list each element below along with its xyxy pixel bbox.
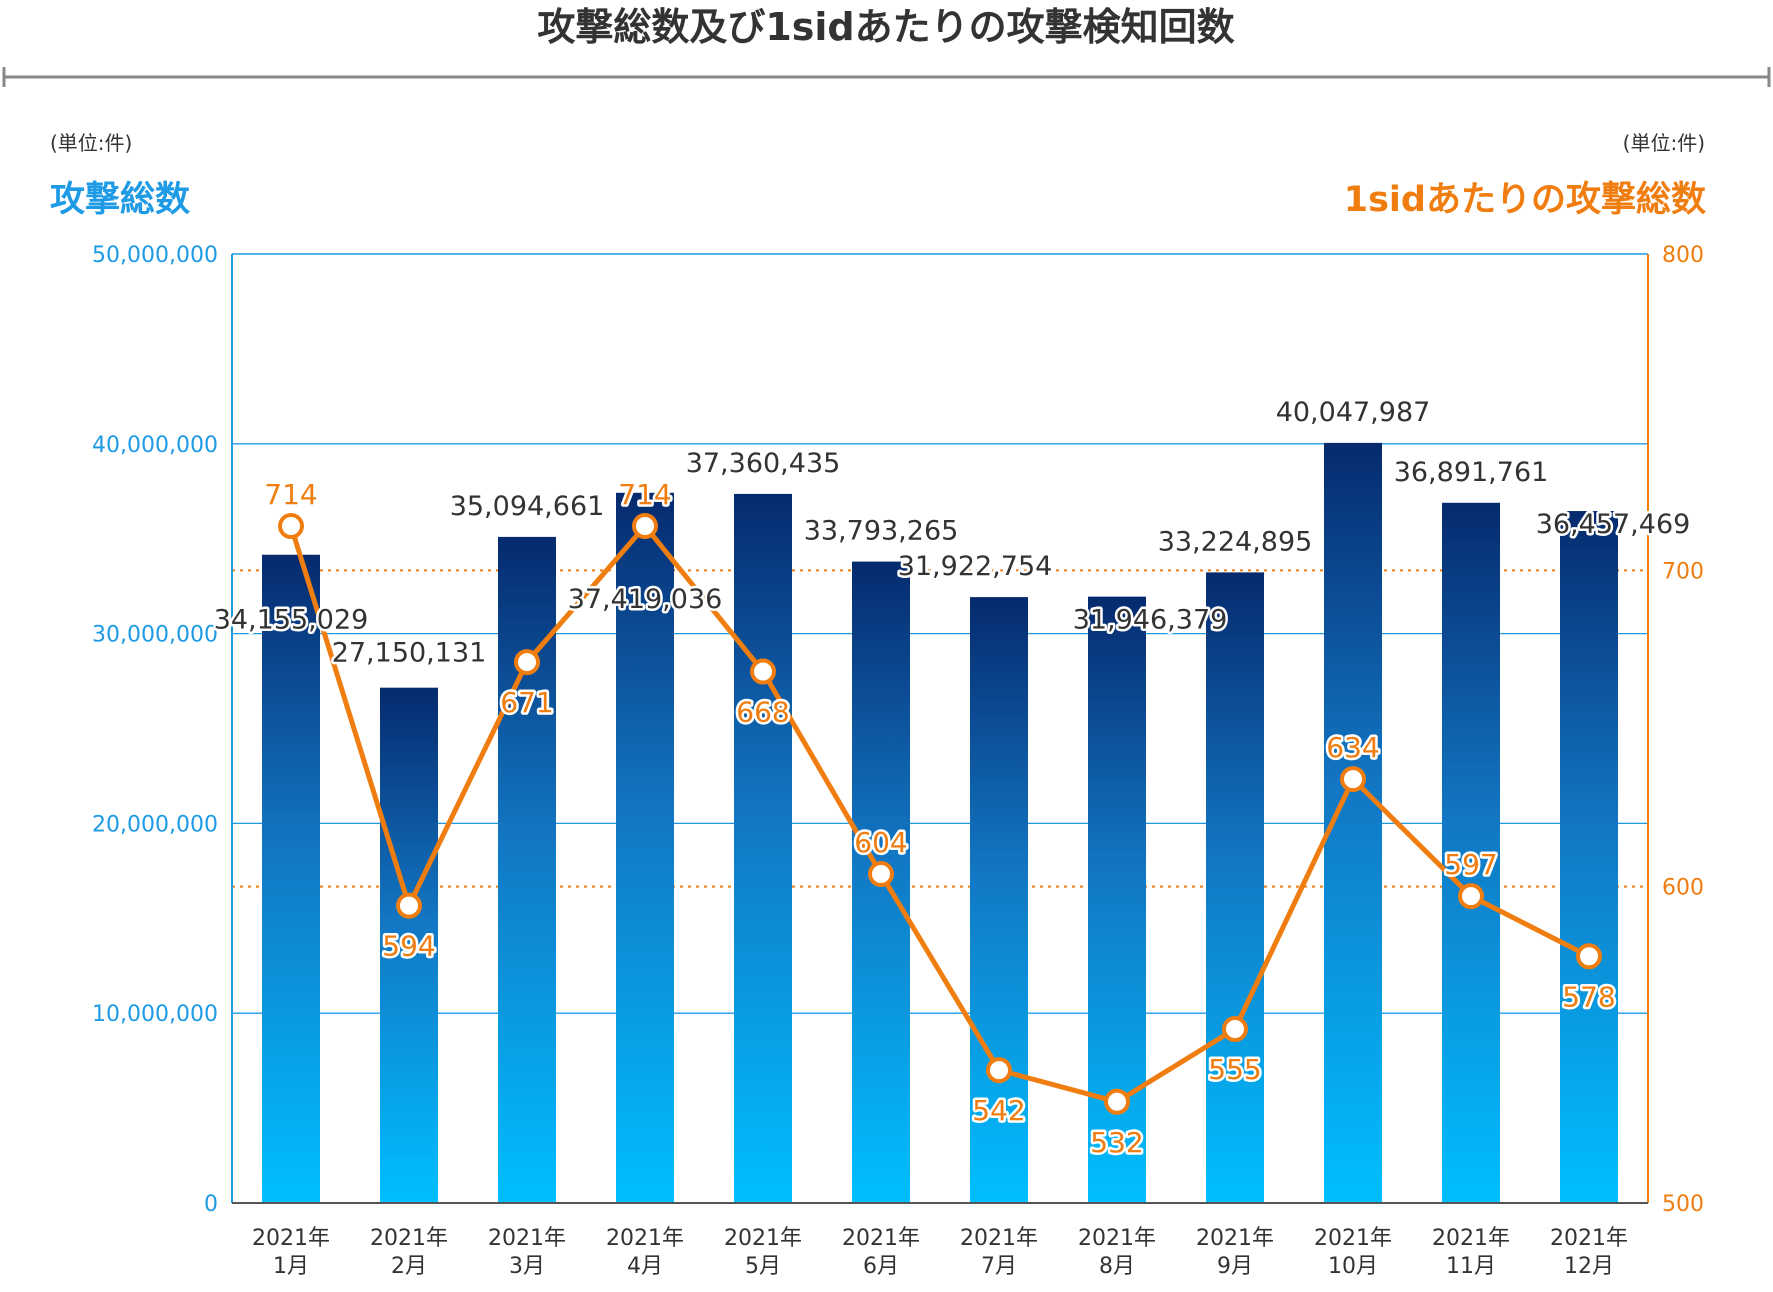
x-tick-label-month: 5月 (745, 1254, 781, 1279)
left-tick-label: 50,000,000 (92, 243, 218, 268)
line-point (868, 861, 894, 888)
x-tick-label-year: 2021年 (842, 1226, 920, 1251)
line-point (632, 513, 658, 540)
bar-value-label: 40,047,987 (1276, 397, 1431, 428)
bar-value-label: 33,224,895 (1158, 526, 1313, 557)
line-point (1340, 766, 1366, 793)
right-tick-label: 700 (1662, 559, 1704, 584)
x-tick-label-year: 2021年 (370, 1226, 448, 1251)
bar (262, 554, 320, 1203)
x-tick-label-month: 7月 (981, 1254, 1017, 1279)
bar (1560, 511, 1618, 1203)
bar (1206, 572, 1264, 1203)
bar (970, 597, 1028, 1203)
chart-title: 攻撃総数及び1sidあたりの攻撃検知回数 (537, 5, 1234, 49)
x-tick-label-year: 2021年 (1078, 1226, 1156, 1251)
line-point (750, 658, 776, 685)
x-tick-label-month: 2月 (391, 1254, 427, 1279)
x-tick-label-month: 4月 (627, 1254, 663, 1279)
bar-value-label: 27,150,131 (332, 638, 487, 669)
line-value-label: 578 (1562, 980, 1615, 1013)
bar-value-label: 33,793,265 (804, 516, 959, 547)
x-tick-label-year: 2021年 (1314, 1226, 1392, 1251)
bar-value-label: 36,891,761 (1394, 457, 1549, 488)
line-point (1104, 1088, 1130, 1115)
line-series (278, 513, 1602, 1115)
x-tick-label-year: 2021年 (1550, 1226, 1628, 1251)
grid (232, 443, 1648, 1014)
x-tick-label-month: 1月 (273, 1254, 309, 1279)
bar (734, 493, 792, 1204)
axes: 0 10,000,000 20,000,000 30,000,000 40,000,00… (92, 243, 1704, 1217)
bar (616, 492, 674, 1203)
line-value-label: 634 (1326, 731, 1379, 764)
bar-value-label: 37,419,036 (568, 584, 723, 615)
x-tick-label-year: 2021年 (252, 1226, 330, 1251)
left-tick-label: 0 (204, 1192, 218, 1217)
bar-value-label: 35,094,661 (450, 491, 605, 522)
x-tick-label-year: 2021年 (488, 1226, 566, 1251)
line-point (278, 513, 304, 540)
line-point (1576, 943, 1602, 970)
line-value-label: 532 (1090, 1126, 1143, 1159)
x-axis-labels: 2021年 1月 2021年 2月 2021年 3月 2021年 4月 2021年 5月 2021年… (252, 1226, 1628, 1279)
x-tick-label-year: 2021年 (724, 1226, 802, 1251)
right-tick-label: 600 (1662, 876, 1704, 901)
left-tick-label: 30,000,000 (92, 623, 218, 648)
left-axis-unit: (単位:件) (50, 131, 132, 155)
line-value-label: 714 (264, 478, 317, 511)
line-value-label: 671 (500, 686, 553, 719)
line-value-label: 555 (1208, 1053, 1261, 1086)
right-axis-unit: (単位:件) (1623, 131, 1705, 155)
x-tick-label-month: 6月 (863, 1254, 899, 1279)
bar (498, 536, 556, 1203)
line-value-label: 668 (736, 696, 789, 729)
line-labels: 714 594 671 714 668 604 542 532 555 634 597 578 (262, 476, 1618, 1162)
left-tick-label: 40,000,000 (92, 433, 218, 458)
bars (262, 442, 1618, 1204)
bar-value-label: 31,922,754 (898, 551, 1053, 582)
bar-value-label: 31,946,379 (1073, 605, 1228, 636)
line-value-label: 714 (618, 478, 671, 511)
line-point (1458, 883, 1484, 910)
x-tick-label-month: 10月 (1328, 1254, 1378, 1279)
right-axis-label: 1sidあたりの攻撃総数 (1344, 180, 1706, 220)
line-point (396, 892, 422, 919)
x-tick-label-year: 2021年 (960, 1226, 1038, 1251)
bar (1442, 502, 1500, 1203)
line-point (1222, 1016, 1248, 1043)
x-tick-label-month: 12月 (1564, 1254, 1614, 1279)
left-axis-label: 攻撃総数 (50, 180, 190, 220)
series-line (288, 523, 1591, 1105)
left-tick-label: 20,000,000 (92, 812, 218, 837)
line-value-label: 604 (854, 826, 907, 859)
line-value-label: 594 (382, 930, 435, 963)
left-tick-label: 10,000,000 (92, 1002, 218, 1027)
title-rule (2, 67, 1771, 87)
x-tick-label-year: 2021年 (606, 1226, 684, 1251)
x-tick-label-year: 2021年 (1196, 1226, 1274, 1251)
x-tick-label-month: 8月 (1099, 1254, 1135, 1279)
x-tick-label-month: 3月 (509, 1254, 545, 1279)
line-point (514, 649, 540, 676)
line-point (986, 1057, 1012, 1084)
line-value-label: 597 (1444, 848, 1497, 881)
x-tick-label-month: 11月 (1446, 1254, 1496, 1279)
bar-value-label: 34,155,029 (214, 605, 369, 636)
x-tick-label-month: 9月 (1217, 1254, 1253, 1279)
x-tick-label-year: 2021年 (1432, 1226, 1510, 1251)
right-tick-label: 500 (1662, 1192, 1704, 1217)
line-value-label: 542 (972, 1094, 1025, 1127)
bar-value-label: 36,457,469 (1536, 509, 1691, 540)
right-tick-label: 800 (1662, 243, 1704, 268)
bar (380, 687, 438, 1203)
bar-value-label: 37,360,435 (686, 448, 841, 479)
